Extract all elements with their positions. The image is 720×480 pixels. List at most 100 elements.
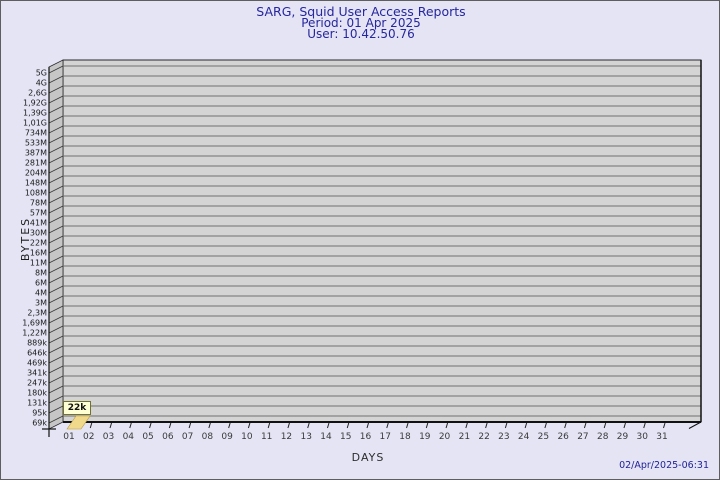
y-tick-label: 95k	[32, 409, 47, 418]
x-tick-label: 10	[241, 432, 253, 442]
y-tick	[48, 205, 64, 214]
y-tick-label: 1,69M	[22, 319, 47, 328]
y-tick	[48, 135, 64, 144]
y-tick	[48, 415, 64, 424]
x-tick-label: 16	[360, 432, 372, 442]
y-tick-label: 16M	[30, 249, 47, 258]
y-tick	[48, 65, 64, 74]
y-tick	[48, 275, 64, 284]
x-tick-label: 22	[478, 432, 489, 442]
x-tick-label: 04	[123, 432, 135, 442]
x-tick	[386, 422, 389, 429]
x-tick-label: 07	[182, 432, 193, 442]
x-tick-label: 01	[63, 432, 74, 442]
x-tick-label: 28	[597, 432, 609, 442]
x-tick-label: 09	[221, 432, 233, 442]
x-tick	[465, 422, 468, 429]
y-tick	[48, 315, 64, 324]
x-tick	[425, 422, 429, 429]
baseline-corner	[688, 421, 702, 429]
y-tick	[48, 305, 64, 314]
x-tick	[89, 422, 93, 429]
y-tick-label: 889k	[27, 339, 47, 348]
x-tick	[208, 422, 211, 429]
x-tick	[109, 422, 113, 429]
y-tick-label: 281M	[25, 159, 47, 168]
y-tick-label: 1,92G	[23, 99, 47, 108]
x-tick	[445, 422, 449, 429]
x-tick-label: 06	[162, 432, 174, 442]
y-tick-label: 22M	[30, 239, 47, 248]
y-tick	[48, 75, 64, 84]
y-tick-label: 148M	[25, 179, 47, 188]
x-tick-label: 02	[83, 432, 94, 442]
y-tick-label: 69k	[32, 419, 47, 428]
x-tick	[188, 422, 192, 429]
y-tick	[48, 165, 64, 174]
x-tick-label: 17	[380, 432, 391, 442]
x-tick	[485, 422, 488, 429]
y-tick	[48, 385, 64, 394]
y-tick	[48, 105, 64, 114]
x-tick	[564, 422, 567, 429]
y-tick-label: 204M	[25, 169, 47, 178]
x-tick-label: 20	[439, 432, 451, 442]
x-tick	[287, 422, 290, 429]
x-tick	[149, 422, 152, 429]
y-tick	[48, 325, 64, 334]
report-period: Period: 01 Apr 2025	[301, 15, 421, 30]
page-title: SARG, Squid User Access Reports	[256, 4, 466, 19]
y-tick	[48, 245, 64, 254]
y-tick	[48, 195, 64, 204]
x-tick	[307, 422, 310, 429]
axis-wall	[48, 59, 64, 430]
y-tick-label: 646k	[27, 349, 47, 358]
x-tick	[228, 422, 231, 429]
y-tick	[48, 185, 64, 194]
x-tick	[643, 422, 646, 429]
y-tick	[48, 265, 64, 274]
y-tick-label: 4G	[36, 79, 47, 88]
y-tick	[48, 155, 64, 164]
x-tick	[346, 422, 350, 429]
y-tick	[48, 255, 64, 264]
x-tick-label: 15	[340, 432, 351, 442]
y-tick	[48, 85, 64, 94]
x-tick-label: 19	[419, 432, 431, 442]
x-tick-label: 23	[498, 432, 509, 442]
y-tick-label: 341k	[27, 369, 47, 378]
x-tick-label: 30	[637, 432, 649, 442]
generated-timestamp: 02/Apr/2025-06:31	[619, 460, 709, 471]
x-tick	[504, 422, 508, 429]
x-tick-label: 12	[281, 432, 292, 442]
x-tick	[583, 422, 587, 429]
x-axis-title: DAYS	[351, 451, 385, 464]
x-tick	[524, 422, 528, 429]
x-tick-label: 18	[399, 432, 411, 442]
y-tick-label: 2,6G	[28, 89, 47, 98]
x-tick	[663, 422, 666, 429]
y-tick-label: 387M	[25, 149, 47, 158]
y-tick	[48, 345, 64, 354]
y-tick-label: 57M	[30, 209, 47, 218]
y-tick-label: 180k	[27, 389, 47, 398]
x-tick-label: 08	[202, 432, 214, 442]
x-tick	[129, 422, 132, 429]
data-bar	[66, 415, 91, 430]
plot-area	[62, 59, 702, 423]
y-tick-label: 78M	[30, 199, 47, 208]
x-tick	[326, 422, 330, 429]
y-tick-label: 5G	[36, 69, 47, 78]
y-tick-label: 734M	[25, 129, 47, 138]
bar-value-callout: 22k	[63, 401, 91, 415]
y-tick-label: 469k	[27, 359, 47, 368]
x-tick-label: 11	[261, 432, 272, 442]
y-tick	[48, 95, 64, 104]
x-tick-label: 13	[300, 432, 311, 442]
y-tick-label: 4M	[35, 289, 47, 298]
y-tick	[48, 405, 64, 414]
x-tick-label: 24	[518, 432, 530, 442]
y-tick	[48, 375, 64, 384]
y-tick	[48, 175, 64, 184]
y-tick-label: 108M	[25, 189, 47, 198]
